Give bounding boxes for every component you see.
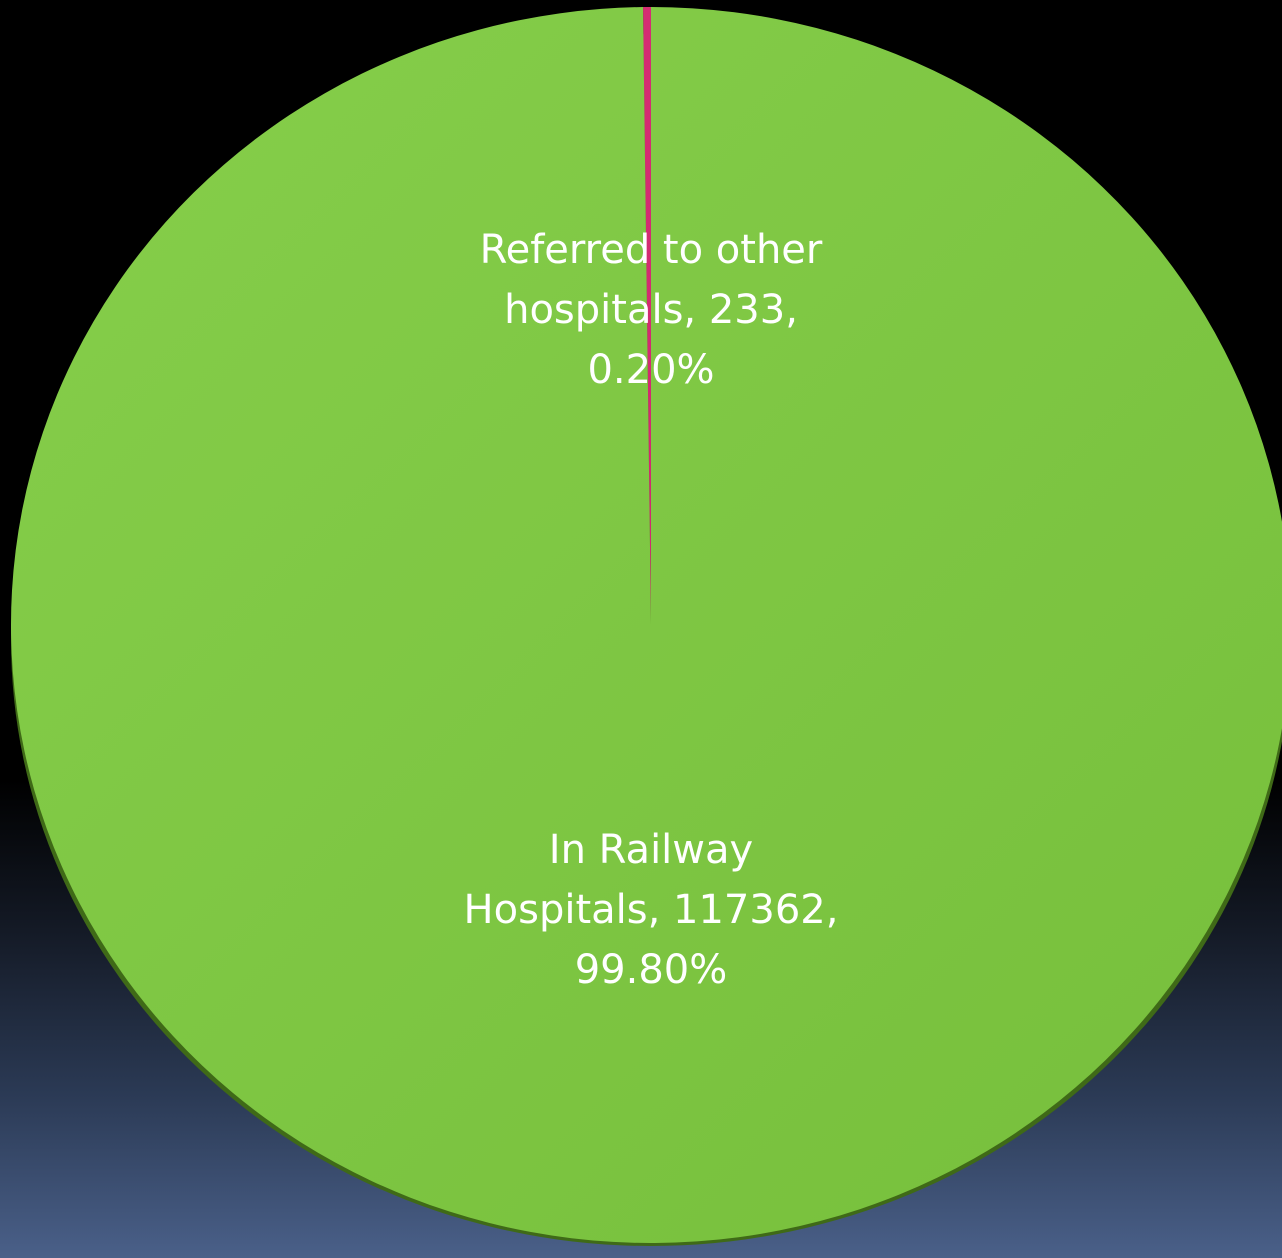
slice-label-referred: Referred to other hospitals, 233, 0.20% xyxy=(479,227,823,393)
slice-label-railway: In Railway Hospitals, 117362, 99.80% xyxy=(463,827,839,993)
pie-slices xyxy=(11,7,1282,1243)
